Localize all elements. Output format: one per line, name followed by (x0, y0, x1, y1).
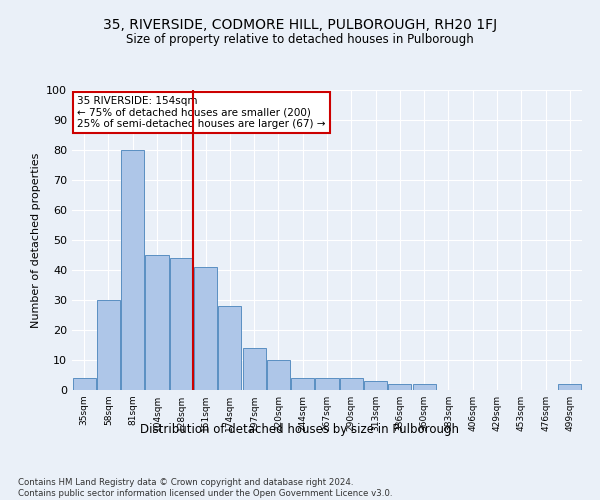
Bar (121, 150, 144, 390)
Bar (194, 267, 217, 390)
Bar (73, 378, 95, 390)
Bar (316, 378, 338, 390)
Bar (218, 306, 241, 390)
Bar (145, 255, 169, 390)
Bar (559, 384, 581, 390)
Text: Contains HM Land Registry data © Crown copyright and database right 2024.
Contai: Contains HM Land Registry data © Crown c… (18, 478, 392, 498)
Bar (413, 384, 436, 390)
Bar (242, 348, 266, 390)
Bar (97, 300, 120, 390)
Bar (170, 258, 193, 390)
Bar (267, 360, 290, 390)
Bar (364, 381, 387, 390)
Bar (340, 378, 363, 390)
Text: Size of property relative to detached houses in Pulborough: Size of property relative to detached ho… (126, 32, 474, 46)
Text: Distribution of detached houses by size in Pulborough: Distribution of detached houses by size … (140, 422, 460, 436)
Bar (291, 378, 314, 390)
Y-axis label: Number of detached properties: Number of detached properties (31, 152, 41, 328)
Text: 35 RIVERSIDE: 154sqm
← 75% of detached houses are smaller (200)
25% of semi-deta: 35 RIVERSIDE: 154sqm ← 75% of detached h… (77, 96, 326, 129)
Bar (388, 384, 412, 390)
Text: 35, RIVERSIDE, CODMORE HILL, PULBOROUGH, RH20 1FJ: 35, RIVERSIDE, CODMORE HILL, PULBOROUGH,… (103, 18, 497, 32)
